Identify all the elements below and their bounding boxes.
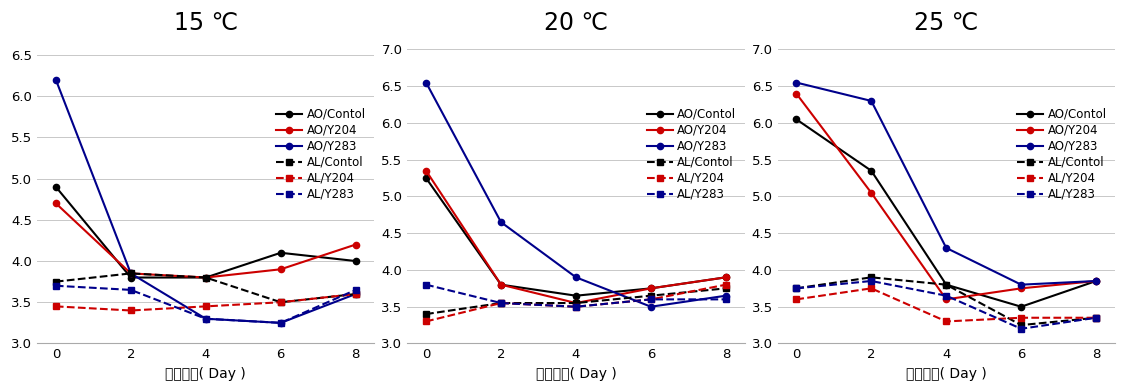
Legend: AO/Contol, AO/Y204, AO/Y283, AL/Contol, AL/Y204, AL/Y283: AO/Contol, AO/Y204, AO/Y283, AL/Contol, …	[644, 105, 739, 203]
Title: 15 ℃: 15 ℃	[173, 11, 238, 35]
Title: 25 ℃: 25 ℃	[914, 11, 978, 35]
X-axis label: 발효기간( Day ): 발효기간( Day )	[536, 367, 616, 381]
X-axis label: 발효기간( Day ): 발효기간( Day )	[905, 367, 986, 381]
Legend: AO/Contol, AO/Y204, AO/Y283, AL/Contol, AL/Y204, AL/Y283: AO/Contol, AO/Y204, AO/Y283, AL/Contol, …	[274, 105, 368, 203]
Legend: AO/Contol, AO/Y204, AO/Y283, AL/Contol, AL/Y204, AL/Y283: AO/Contol, AO/Y204, AO/Y283, AL/Contol, …	[1015, 105, 1109, 203]
Title: 20 ℃: 20 ℃	[544, 11, 608, 35]
X-axis label: 발효기간( Day ): 발효기간( Day )	[166, 367, 247, 381]
